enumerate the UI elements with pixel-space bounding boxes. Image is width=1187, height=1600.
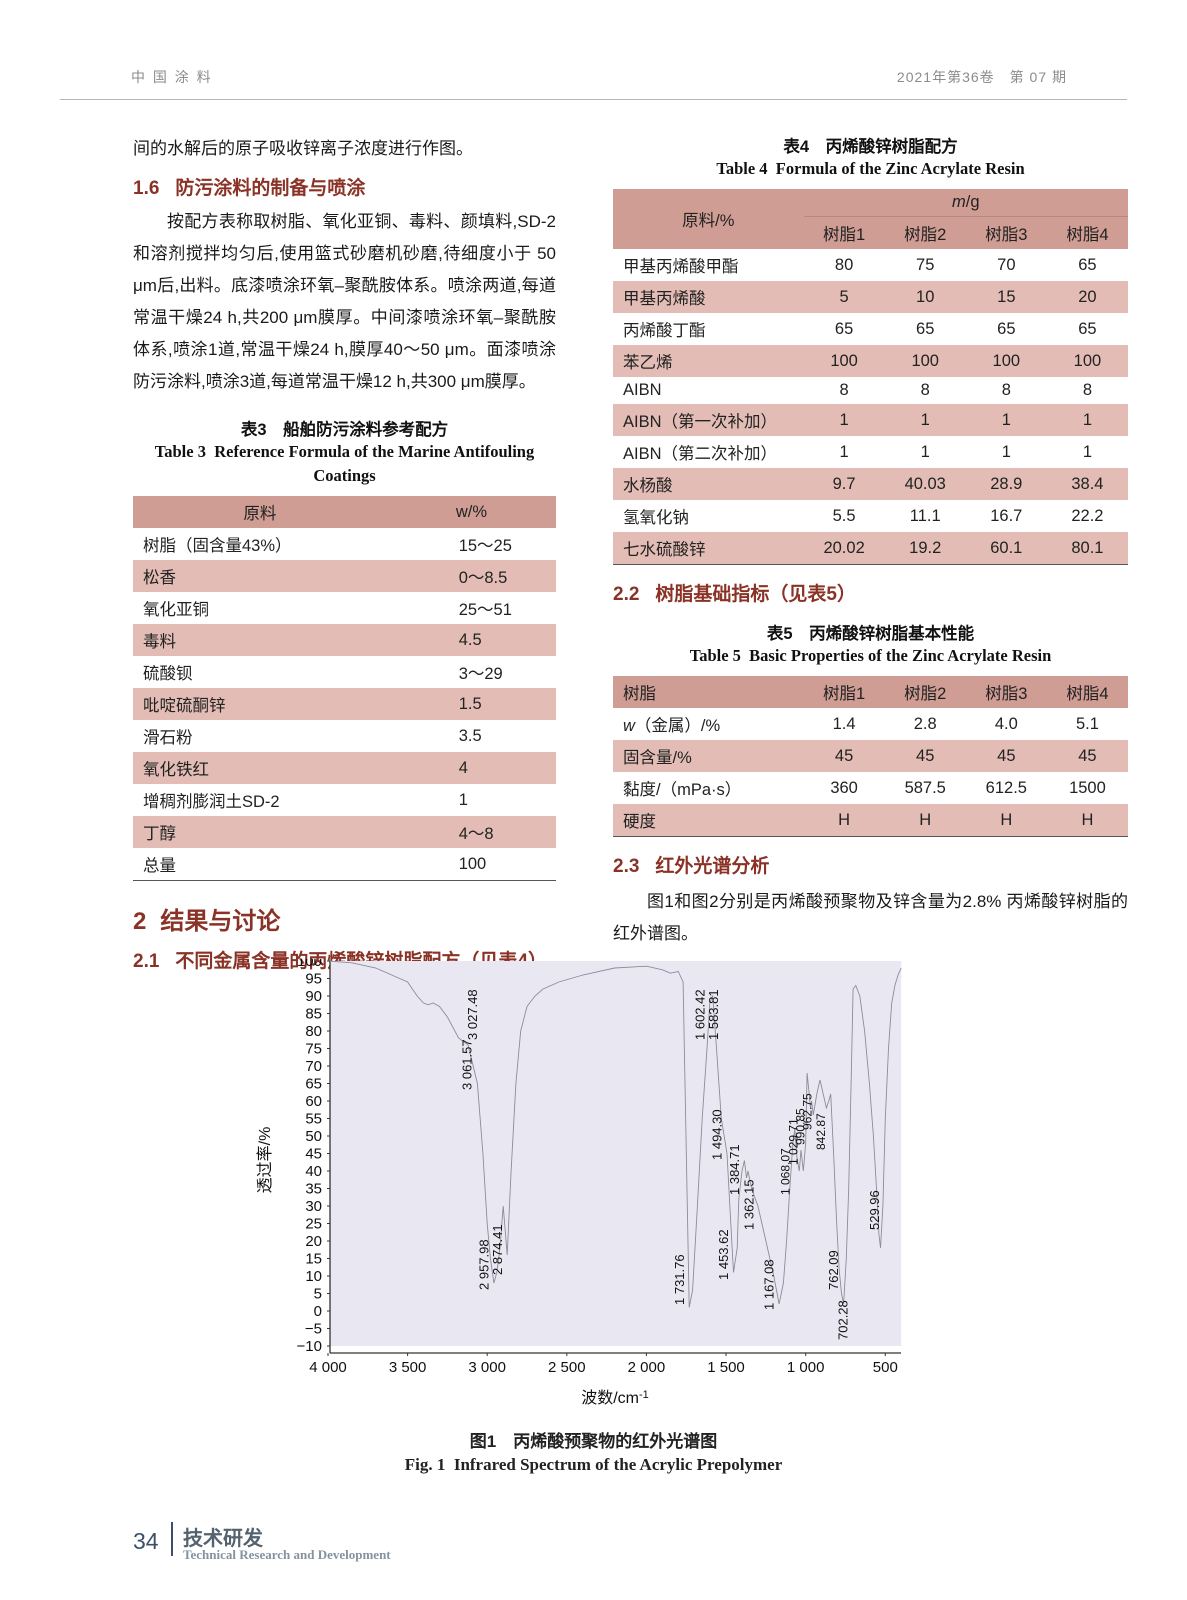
svg-text:−10: −10 bbox=[297, 1338, 322, 1355]
svg-text:0: 0 bbox=[314, 1303, 322, 1320]
svg-text:3 000: 3 000 bbox=[468, 1359, 506, 1376]
svg-text:2 500: 2 500 bbox=[548, 1359, 586, 1376]
svg-text:60: 60 bbox=[305, 1093, 322, 1110]
svg-text:2 000: 2 000 bbox=[628, 1359, 666, 1376]
svg-text:85: 85 bbox=[305, 1006, 322, 1023]
svg-text:−5: −5 bbox=[305, 1321, 322, 1338]
svg-text:40: 40 bbox=[305, 1163, 322, 1180]
svg-text:1 731.76: 1 731.76 bbox=[672, 1254, 687, 1305]
svg-text:3 500: 3 500 bbox=[389, 1359, 427, 1376]
svg-text:962.75: 962.75 bbox=[801, 1093, 815, 1130]
svg-text:1 500: 1 500 bbox=[707, 1359, 745, 1376]
svg-text:75: 75 bbox=[305, 1041, 322, 1058]
svg-text:2 874.41: 2 874.41 bbox=[490, 1224, 505, 1275]
svg-text:5: 5 bbox=[314, 1286, 322, 1303]
svg-text:1 384.71: 1 384.71 bbox=[727, 1144, 742, 1195]
svg-text:透过率/%: 透过率/% bbox=[256, 1127, 274, 1194]
svg-text:1 494.30: 1 494.30 bbox=[710, 1109, 725, 1160]
svg-text:35: 35 bbox=[305, 1181, 322, 1198]
svg-text:762.09: 762.09 bbox=[826, 1250, 841, 1290]
svg-text:1 362.15: 1 362.15 bbox=[742, 1179, 757, 1230]
svg-text:波数/cm-1: 波数/cm-1 bbox=[581, 1389, 649, 1407]
svg-text:4 000: 4 000 bbox=[309, 1359, 347, 1376]
svg-text:500: 500 bbox=[873, 1359, 898, 1376]
svg-text:95: 95 bbox=[305, 971, 322, 988]
svg-text:50: 50 bbox=[305, 1128, 322, 1145]
svg-text:45: 45 bbox=[305, 1146, 322, 1163]
svg-text:3 027.48: 3 027.48 bbox=[465, 989, 480, 1040]
svg-text:80: 80 bbox=[305, 1023, 322, 1040]
svg-text:25: 25 bbox=[305, 1216, 322, 1233]
svg-text:65: 65 bbox=[305, 1076, 322, 1093]
svg-text:1 453.62: 1 453.62 bbox=[716, 1229, 731, 1280]
svg-text:55: 55 bbox=[305, 1111, 322, 1128]
svg-text:1 583.81: 1 583.81 bbox=[706, 989, 721, 1040]
svg-text:100: 100 bbox=[297, 959, 322, 970]
svg-text:30: 30 bbox=[305, 1198, 322, 1215]
svg-text:70: 70 bbox=[305, 1058, 322, 1075]
svg-text:3 061.57: 3 061.57 bbox=[460, 1039, 475, 1090]
svg-text:529.96: 529.96 bbox=[867, 1190, 882, 1230]
svg-text:842.87: 842.87 bbox=[814, 1113, 828, 1150]
svg-text:1 000: 1 000 bbox=[787, 1359, 825, 1376]
svg-text:15: 15 bbox=[305, 1251, 322, 1268]
svg-text:20: 20 bbox=[305, 1233, 322, 1250]
svg-text:702.28: 702.28 bbox=[836, 1300, 851, 1340]
svg-text:10: 10 bbox=[305, 1268, 322, 1285]
svg-text:1 167.08: 1 167.08 bbox=[762, 1259, 777, 1310]
svg-text:90: 90 bbox=[305, 988, 322, 1005]
